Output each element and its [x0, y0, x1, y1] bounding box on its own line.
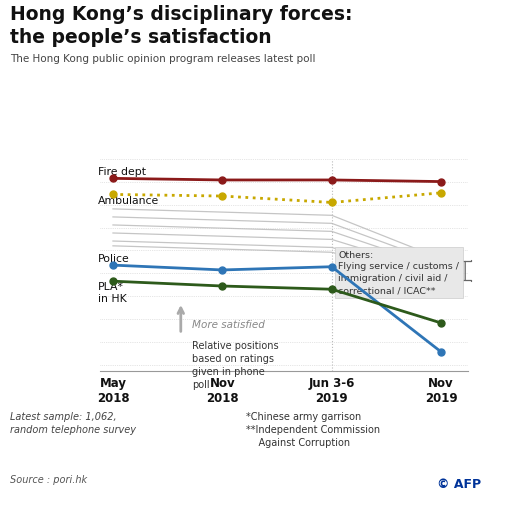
- Text: The Hong Kong public opinion program releases latest poll: The Hong Kong public opinion program rel…: [10, 54, 316, 64]
- Text: *Chinese army garrison
**Independent Commission
    Against Corruption: *Chinese army garrison **Independent Com…: [246, 412, 380, 448]
- Text: Fire dept: Fire dept: [98, 167, 145, 177]
- Text: the people’s satisfaction: the people’s satisfaction: [10, 28, 272, 47]
- Text: Source : pori.hk: Source : pori.hk: [10, 475, 88, 485]
- Text: Ambulance: Ambulance: [98, 196, 159, 206]
- Text: Others:
Flying service / customs /
immigration / civil aid /
correctional / ICAC: Others: Flying service / customs / immig…: [338, 250, 459, 295]
- Text: PLA*
in HK: PLA* in HK: [98, 282, 126, 304]
- Text: More satisfied: More satisfied: [191, 320, 265, 330]
- Text: © AFP: © AFP: [437, 478, 481, 491]
- Text: Relative positions
based on ratings
given in phone
poll: Relative positions based on ratings give…: [191, 341, 279, 390]
- Text: Police: Police: [98, 254, 130, 264]
- Text: Hong Kong’s disciplinary forces:: Hong Kong’s disciplinary forces:: [10, 5, 353, 24]
- Text: Latest sample: 1,062,
random telephone survey: Latest sample: 1,062, random telephone s…: [10, 412, 136, 435]
